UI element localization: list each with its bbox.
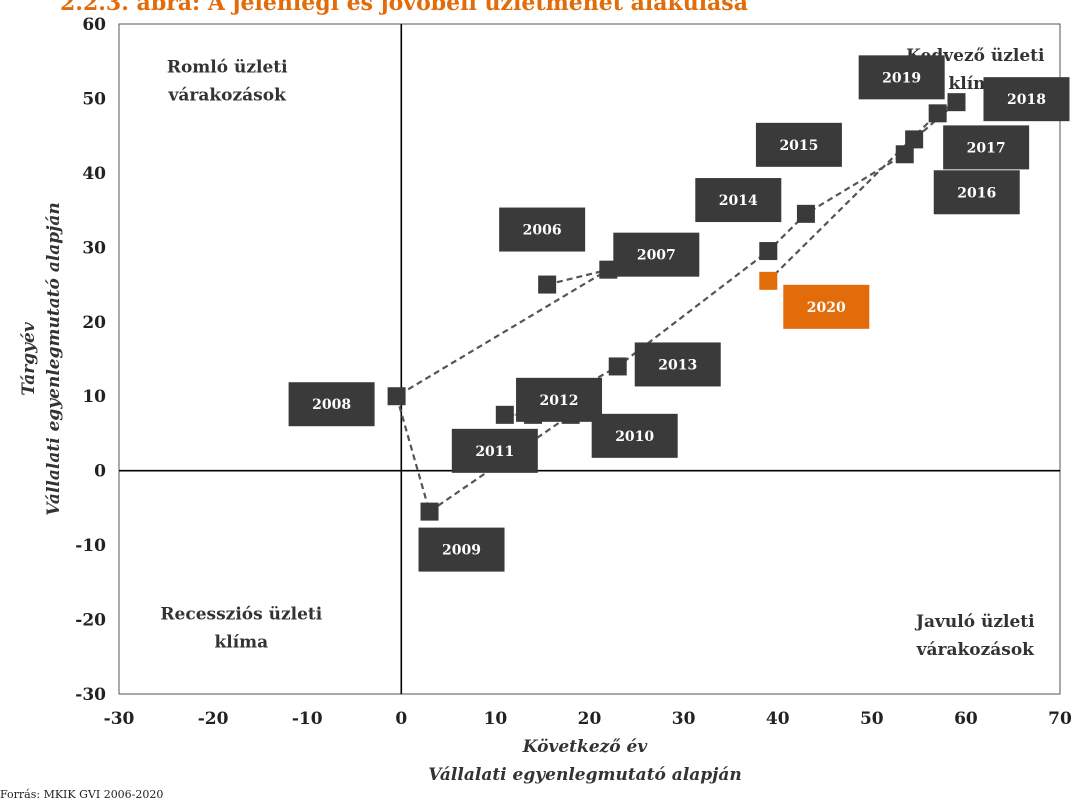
data-label-year: 2006 xyxy=(523,223,562,239)
data-point-marker xyxy=(538,275,557,294)
x-tick-label: 0 xyxy=(395,709,407,729)
x-tick-label: 20 xyxy=(578,709,602,729)
data-label-box xyxy=(613,232,700,277)
quadrant-label-top-left: várakozások xyxy=(168,85,288,105)
y-tick-label: 30 xyxy=(82,238,106,258)
data-point-marker xyxy=(495,405,514,424)
data-label-box xyxy=(783,284,870,329)
data-label-box xyxy=(634,342,721,387)
x-tick-label: 60 xyxy=(954,709,978,729)
quadrant-label-bottom-left: Recessziós üzleti xyxy=(160,605,322,625)
data-point-marker xyxy=(905,130,924,149)
y-tick-label: 50 xyxy=(82,89,106,109)
source-note: Forrás: MKIK GVI 2006-2020 xyxy=(0,788,164,801)
x-axis-title: Vállalati egyenlegmutató alapján xyxy=(428,765,741,785)
data-label-box xyxy=(499,207,586,252)
y-tick-label: 20 xyxy=(82,313,106,333)
data-label-box xyxy=(591,413,678,458)
data-point-marker xyxy=(387,387,406,406)
y-tick-label: 0 xyxy=(94,462,106,482)
data-point-marker xyxy=(759,271,778,290)
x-tick-label: 30 xyxy=(672,709,696,729)
data-label-year: 2014 xyxy=(719,193,758,209)
data-label-year: 2016 xyxy=(957,185,996,201)
data-label-box xyxy=(858,55,945,100)
data-label-box xyxy=(983,77,1070,122)
data-point-marker xyxy=(759,242,778,261)
y-tick-label: 10 xyxy=(82,387,106,407)
y-tick-label: -10 xyxy=(75,536,106,556)
data-label-year: 2012 xyxy=(540,393,579,409)
data-label-year: 2019 xyxy=(882,70,921,86)
data-label-box xyxy=(418,527,505,572)
y-tick-label: -20 xyxy=(75,611,106,631)
quadrant-label-top-left: Romló üzleti xyxy=(167,57,288,77)
x-tick-label: 50 xyxy=(860,709,884,729)
quadrant-label-bottom-left: klíma xyxy=(214,633,268,653)
data-point-marker xyxy=(420,502,439,521)
data-point-marker xyxy=(608,357,627,376)
x-tick-label: 10 xyxy=(484,709,508,729)
y-tick-label: 40 xyxy=(82,164,106,184)
data-point-marker xyxy=(599,260,618,279)
y-tick-label: -30 xyxy=(75,685,106,705)
plot-frame xyxy=(118,23,1061,695)
x-tick-label: -10 xyxy=(292,709,323,729)
data-label-year: 2020 xyxy=(807,300,846,316)
data-label-box xyxy=(451,428,538,473)
quadrant-label-bottom-right: Javuló üzleti xyxy=(914,612,1035,632)
data-point-marker xyxy=(796,204,815,223)
x-tick-label: -30 xyxy=(104,709,135,729)
data-label-box xyxy=(933,170,1020,215)
chart-title: 2.2.3. ábra: A jelenlegi és jövőbeli üzl… xyxy=(60,0,748,16)
data-label-box xyxy=(755,122,842,167)
x-tick-label: -20 xyxy=(198,709,229,729)
x-axis-title: Következő év xyxy=(522,737,649,757)
data-label-year: 2017 xyxy=(967,140,1006,156)
data-label-year: 2008 xyxy=(312,397,351,413)
data-point-marker xyxy=(928,104,947,123)
y-axis-title: Tárgyév xyxy=(19,321,39,396)
y-tick-label: 60 xyxy=(82,15,106,35)
data-label-box xyxy=(943,125,1030,170)
data-point-marker xyxy=(895,145,914,164)
data-label-year: 2010 xyxy=(615,429,654,445)
y-axis-title: Vállalati egyenlegmutató alapján xyxy=(44,202,64,515)
data-label-year: 2009 xyxy=(442,543,481,559)
x-tick-label: 70 xyxy=(1048,709,1072,729)
data-label-box xyxy=(516,377,603,422)
quadrant-label-bottom-right: várakozások xyxy=(916,640,1036,660)
data-label-year: 2007 xyxy=(637,248,676,264)
data-label-box xyxy=(695,178,782,223)
data-label-year: 2013 xyxy=(658,357,697,373)
data-label-year: 2015 xyxy=(779,138,818,154)
x-tick-label: 40 xyxy=(766,709,790,729)
data-label-year: 2018 xyxy=(1007,92,1046,108)
data-label-box xyxy=(288,382,375,427)
data-label-year: 2011 xyxy=(475,444,514,460)
data-point-marker xyxy=(947,93,966,112)
